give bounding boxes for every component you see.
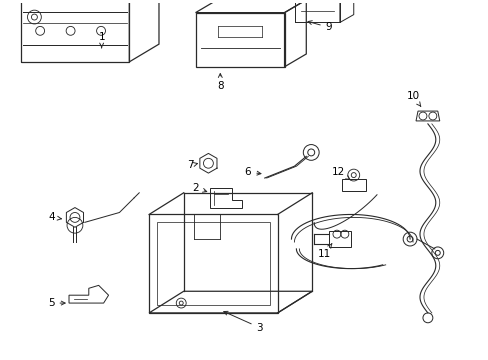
Text: 4: 4 (49, 212, 61, 222)
Text: 2: 2 (192, 183, 206, 193)
Text: 11: 11 (317, 244, 331, 259)
Text: 10: 10 (406, 91, 420, 107)
Text: 12: 12 (332, 167, 350, 180)
Text: 6: 6 (244, 167, 261, 177)
Text: 5: 5 (48, 298, 65, 308)
Text: 3: 3 (224, 311, 263, 333)
Text: 1: 1 (98, 32, 105, 48)
Text: 8: 8 (217, 73, 223, 91)
Text: 9: 9 (307, 21, 332, 32)
Text: 7: 7 (187, 160, 197, 170)
